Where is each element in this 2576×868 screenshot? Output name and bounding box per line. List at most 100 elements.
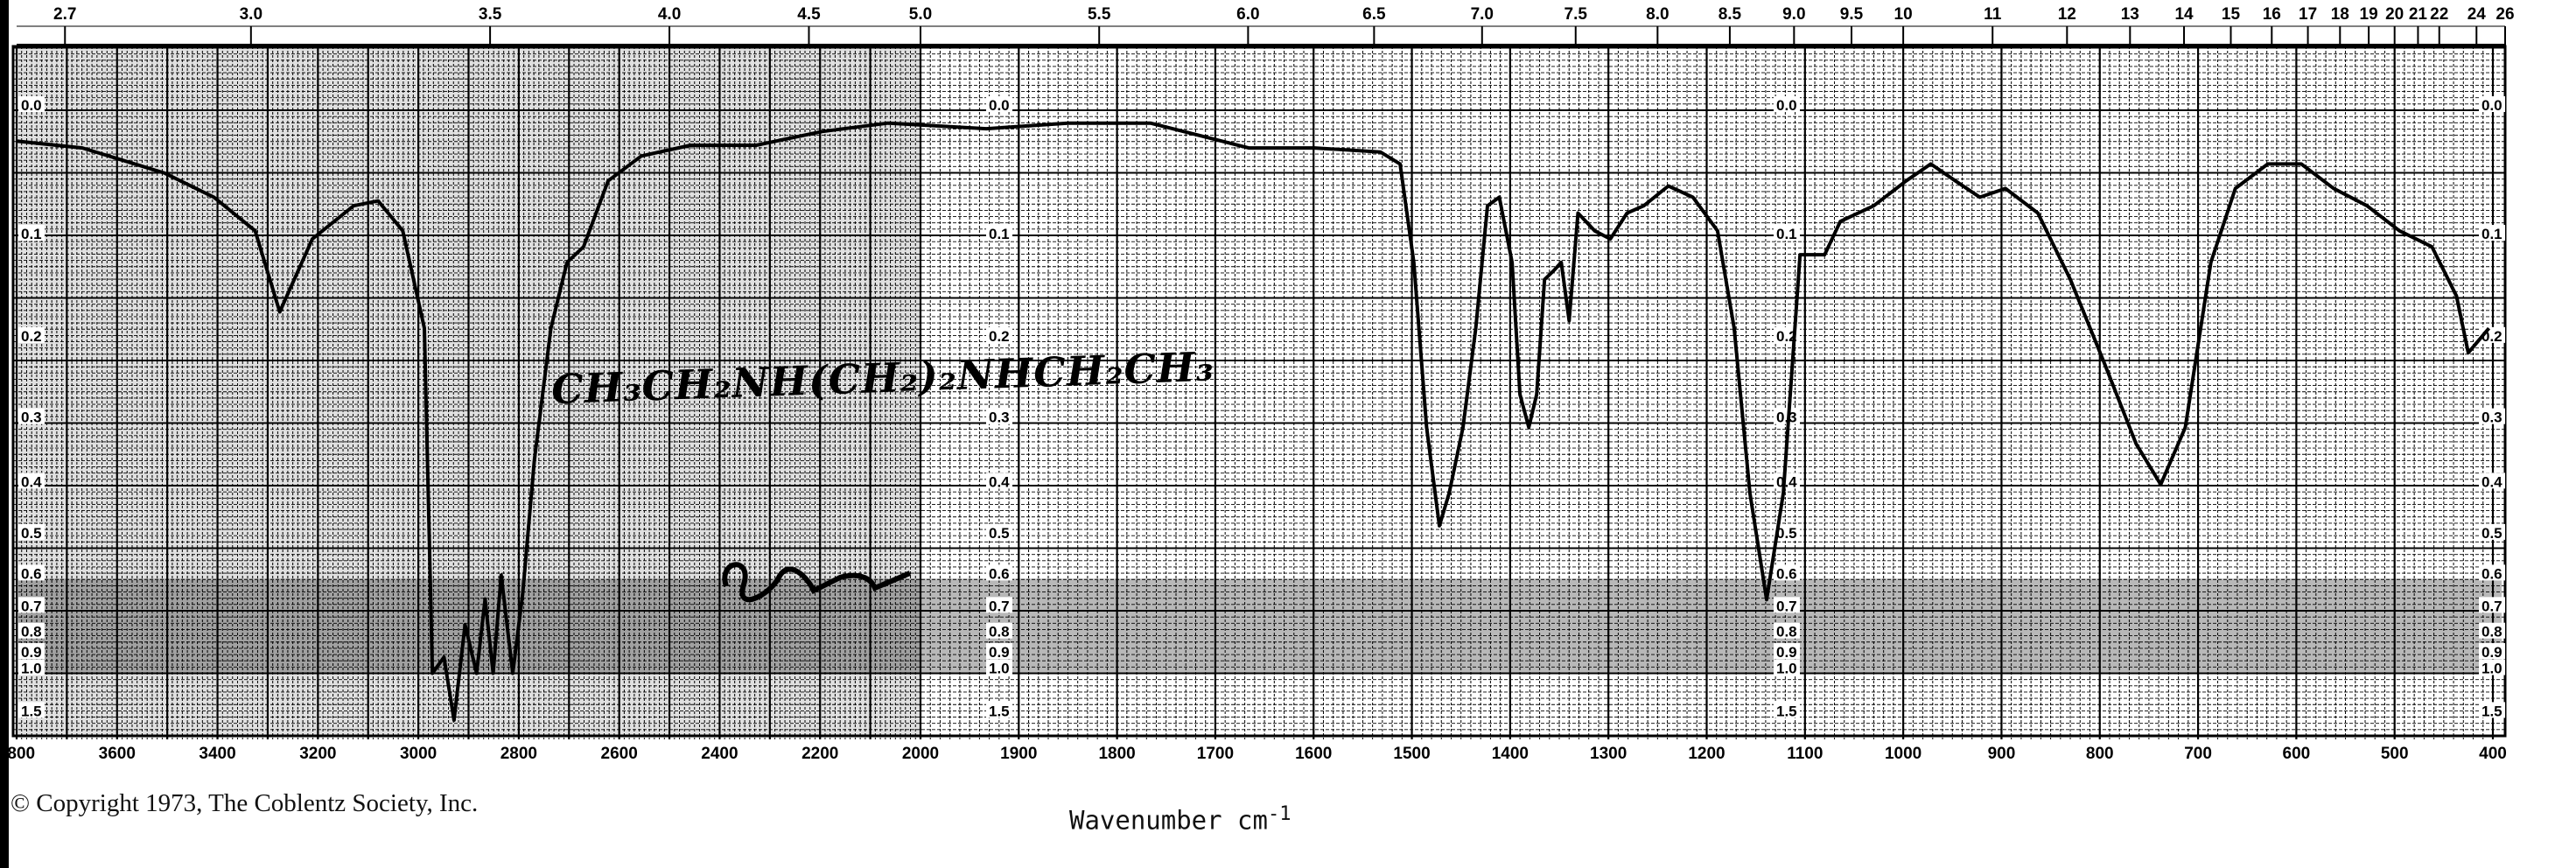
absorbance-tick-label: 0.7 (1776, 598, 1797, 614)
absorbance-label-bg (1774, 96, 1800, 112)
wavenumber-tick-label: 3600 (99, 745, 136, 763)
absorbance-tick-label: 0.6 (989, 565, 1010, 582)
wavelength-tick-label: 5.5 (1088, 5, 1111, 24)
top-wavelength-ruler (17, 25, 2505, 47)
absorbance-label-bg (2479, 659, 2505, 676)
wavenumber-tick-label: 1200 (1688, 745, 1725, 763)
wavenumber-tick-label: 1900 (1000, 745, 1037, 763)
wavelength-tick-label: 6.5 (1362, 5, 1386, 24)
absorbance-tick-label: 0.8 (989, 624, 1010, 640)
absorbance-tick-label: 0.7 (21, 598, 42, 614)
x-axis-title-exponent: -1 (1267, 803, 1292, 825)
wavenumber-tick-label: 1100 (1787, 745, 1823, 763)
absorbance-tick-label: 0.3 (989, 410, 1010, 426)
wavenumber-tick-label: 2000 (902, 745, 939, 763)
absorbance-label-bg (986, 472, 1012, 489)
absorbance-label-bg (986, 96, 1012, 112)
absorbance-tick-label: 0.3 (2482, 410, 2502, 426)
absorbance-tick-label: 0.6 (2482, 565, 2502, 582)
absorbance-label-bg (18, 659, 45, 676)
wavelength-tick-label: 9.5 (1840, 5, 1864, 24)
absorbance-tick-label: 0.7 (989, 598, 1010, 614)
wavelength-tick-label: 7.0 (1471, 5, 1494, 24)
absorbance-tick-label: 1.0 (2482, 661, 2502, 677)
absorbance-tick-label: 0.5 (2482, 525, 2502, 542)
wavelength-tick-label: 21 (2409, 5, 2428, 24)
absorbance-tick-label: 0.0 (1776, 97, 1797, 114)
wavelength-tick-label: 18 (2331, 5, 2349, 24)
absorbance-label-bg (18, 702, 45, 718)
wavenumber-tick-label: 1300 (1590, 745, 1627, 763)
absorbance-tick-label: 0.5 (21, 525, 42, 542)
absorbance-tick-label: 1.0 (989, 661, 1010, 677)
wavenumber-tick-label: 2400 (701, 745, 738, 763)
wavenumber-tick-label: 1000 (1885, 745, 1922, 763)
wavelength-tick-label: 19 (2360, 5, 2378, 24)
absorbance-label-bg (986, 642, 1012, 659)
absorbance-label-bg (18, 564, 45, 581)
absorbance-tick-label: 1.0 (1776, 661, 1797, 677)
absorbance-label-bg (18, 326, 45, 343)
absorbance-label-bg (2479, 408, 2505, 424)
absorbance-tick-label: 0.2 (2482, 328, 2502, 345)
wavelength-tick-label: 6.0 (1236, 5, 1259, 24)
wavenumber-tick-label: 3000 (400, 745, 437, 763)
absorbance-label-bg (1774, 472, 1800, 489)
absorbance-tick-label: 0.8 (21, 624, 42, 640)
absorbance-label-bg (1774, 622, 1800, 639)
absorbance-tick-label: 0.4 (1776, 473, 1797, 490)
wavelength-tick-label: 5.0 (909, 5, 932, 24)
wavenumber-labels: 3800 3600 3400 3200 3000 2800 2600 2400 2200 2000… (0, 745, 2507, 763)
spectrum-line (16, 121, 2491, 722)
absorbance-tick-label: 0.1 (21, 226, 42, 242)
wavelength-tick-label: 4.0 (658, 5, 681, 24)
absorbance-tick-label: 0.4 (989, 473, 1010, 490)
absorbance-label-bg (986, 597, 1012, 613)
absorbance-label-bg (18, 622, 45, 639)
wavenumber-tick-label: 400 (2479, 745, 2507, 763)
absorbance-tick-label: 0.3 (1776, 410, 1797, 426)
wavenumber-tick-label: 2600 (601, 745, 638, 763)
absorbance-tick-label: 0.9 (21, 644, 42, 661)
wavelength-tick-label: 20 (2385, 5, 2404, 24)
wavelength-tick-label: 4.5 (797, 5, 821, 24)
absorbance-tick-label: 0.7 (2482, 598, 2502, 614)
absorbance-label-bg (2479, 96, 2505, 112)
absorbance-label-bg (1774, 659, 1800, 676)
wavenumber-tick-label: 1700 (1197, 745, 1234, 763)
wavelength-tick-label: 16 (2263, 5, 2281, 24)
absorbance-label-bg (2479, 702, 2505, 718)
absorbance-label-bg (1774, 523, 1800, 540)
wavenumber-tick-label: 900 (1988, 745, 2016, 763)
absorbance-label-bg (986, 659, 1012, 676)
wavenumber-tick-label: 1500 (1393, 745, 1430, 763)
wavenumber-tick-label: 2800 (500, 745, 537, 763)
wavelength-tick-label: 10 (1894, 5, 1913, 24)
absorbance-label-bg (1774, 702, 1800, 718)
dense-grid-shade (17, 46, 920, 736)
absorbance-tick-label: 0.1 (1776, 226, 1797, 242)
wavelength-tick-label: 22 (2430, 5, 2448, 24)
absorbance-label-bg (2479, 622, 2505, 639)
absorbance-label-bg (2479, 597, 2505, 613)
absorbance-label-bg (986, 523, 1012, 540)
absorbance-tick-label: 0.2 (989, 328, 1010, 345)
absorbance-tick-label: 0.2 (1776, 328, 1797, 345)
absorbance-tick-label: 0.1 (989, 226, 1010, 242)
absorbance-tick-label: 0.8 (1776, 624, 1797, 640)
wavelength-tick-label: 11 (1984, 5, 2002, 24)
absorbance-label-bg (18, 597, 45, 613)
wavelength-tick-label: 9.0 (1782, 5, 1805, 24)
wavenumber-tick-label: 3400 (199, 745, 235, 763)
absorbance-tick-label: 0.2 (21, 328, 42, 345)
absorbance-label-bg (1774, 408, 1800, 424)
wavenumber-tick-label: 700 (2184, 745, 2212, 763)
absorbance-tick-label: 0.8 (2482, 624, 2502, 640)
absorbance-label-bg (2479, 225, 2505, 242)
copyright-notice: © Copyright 1973, The Coblentz Society, … (10, 789, 479, 817)
absorbance-tick-label: 0.6 (21, 565, 42, 582)
wavelength-tick-label: 15 (2222, 5, 2241, 24)
x-axis-title: Wavenumber cm-1 (1069, 803, 1291, 836)
wavelength-tick-label: 26 (2496, 5, 2514, 24)
wavenumber-tick-label: 600 (2283, 745, 2311, 763)
